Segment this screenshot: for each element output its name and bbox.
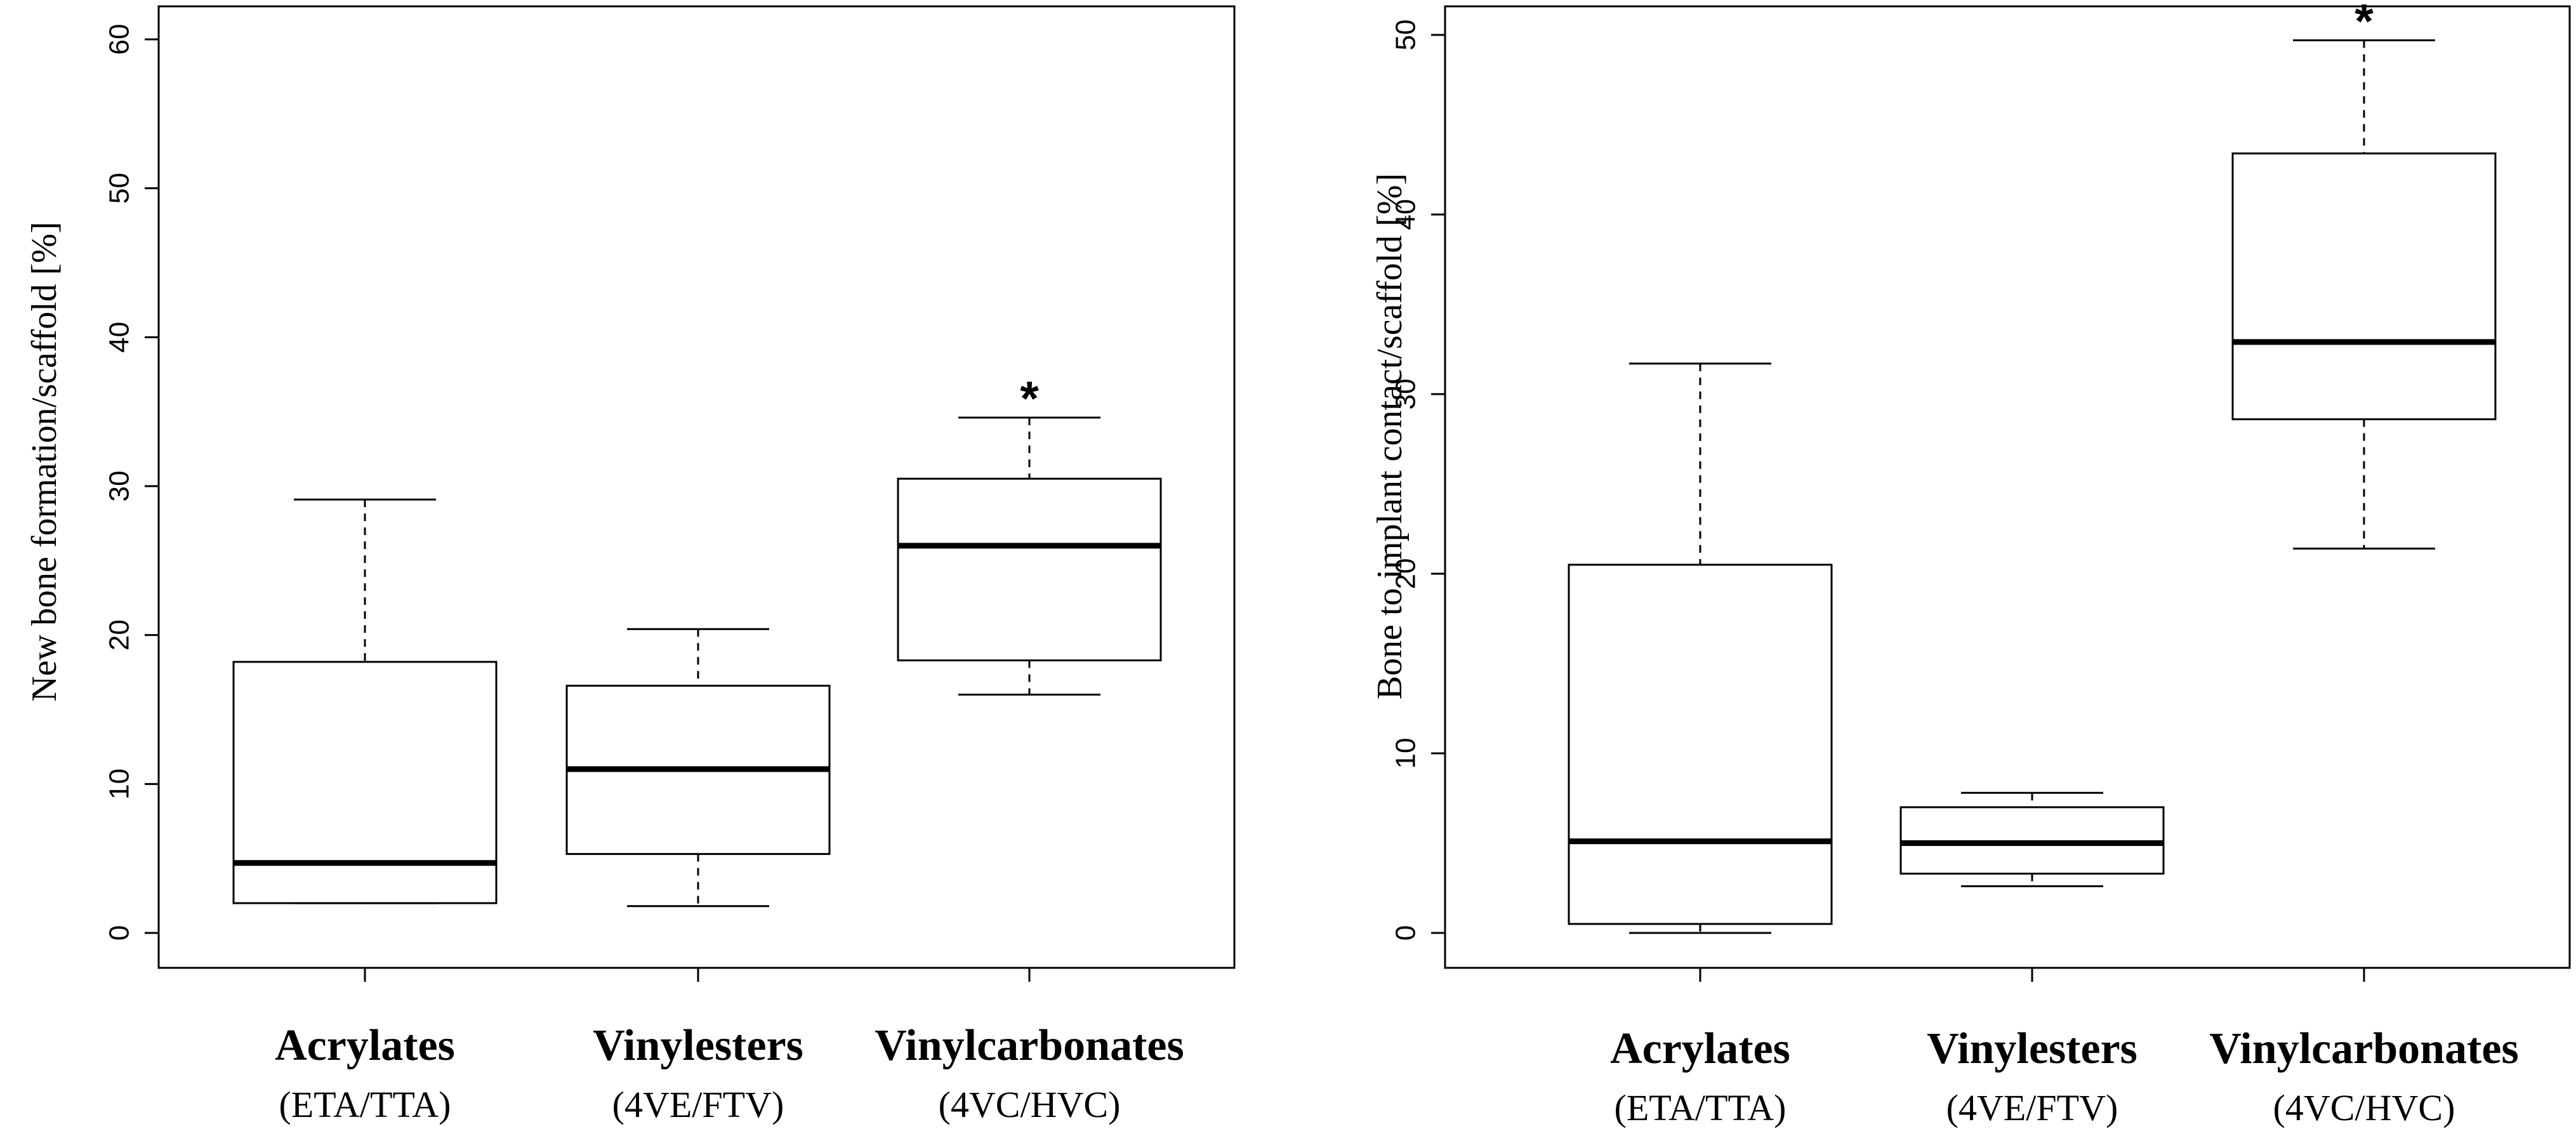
category-label: Vinylesters <box>1927 1024 2137 1073</box>
y-axis-title: Bone to implant contact/scaffold [%] <box>1370 173 1410 699</box>
y-tick-label: 50 <box>104 173 135 204</box>
panel-1: 0 10 20 30 40 50 60 New bone formation/scaffold… <box>25 5 1236 1125</box>
category-sublabel: (4VC/HVC) <box>2273 1087 2455 1128</box>
category-sublabel: (ETA/TTA) <box>1615 1087 1787 1128</box>
iqr-box <box>897 477 1162 662</box>
iqr-box <box>1568 564 1833 925</box>
y-tick-label: 0 <box>104 925 135 941</box>
y-tick-label: 10 <box>104 769 135 800</box>
y-tick-label: 0 <box>1390 925 1422 941</box>
category-sublabel: (4VE/FTV) <box>1946 1087 2118 1128</box>
y-tick-label: 20 <box>1390 558 1422 590</box>
category-label: Acrylates <box>275 1021 455 1070</box>
y-tick-label: 50 <box>1390 20 1422 51</box>
y-tick-label: 20 <box>104 619 135 651</box>
iqr-box <box>232 661 498 904</box>
box-1 <box>232 498 498 904</box>
category-label: Vinylcarbonates <box>875 1021 1184 1070</box>
significance-marker: * <box>2355 0 2374 48</box>
y-tick-label: 40 <box>1390 199 1422 230</box>
iqr-box <box>2231 152 2497 421</box>
plot-frame <box>1444 5 2571 969</box>
category-label: Vinylcarbonates <box>2209 1024 2518 1073</box>
box-2 <box>565 628 831 908</box>
box-2 <box>1899 791 2165 887</box>
box-1 <box>1568 362 1833 934</box>
y-tick-label: 40 <box>104 322 135 353</box>
category-sublabel: (4VC/HVC) <box>939 1084 1121 1125</box>
y-tick-label: 30 <box>1390 379 1422 410</box>
y-axis-title: New bone formation/scaffold [%] <box>25 221 64 701</box>
box-3: * <box>2231 0 2497 550</box>
category-label: Acrylates <box>1610 1024 1790 1073</box>
y-tick-label: 60 <box>104 24 135 55</box>
category-label: Vinylesters <box>593 1021 803 1070</box>
y-tick-label: 30 <box>104 471 135 502</box>
y-tick-label: 10 <box>1390 738 1422 769</box>
box-3: * <box>897 372 1162 696</box>
significance-marker: * <box>1020 372 1039 426</box>
panel-2: 0 10 20 30 40 50 Bone to implant contact/scaff… <box>1370 0 2571 1128</box>
category-sublabel: (4VE/FTV) <box>612 1084 784 1125</box>
category-sublabel: (ETA/TTA) <box>279 1084 451 1125</box>
